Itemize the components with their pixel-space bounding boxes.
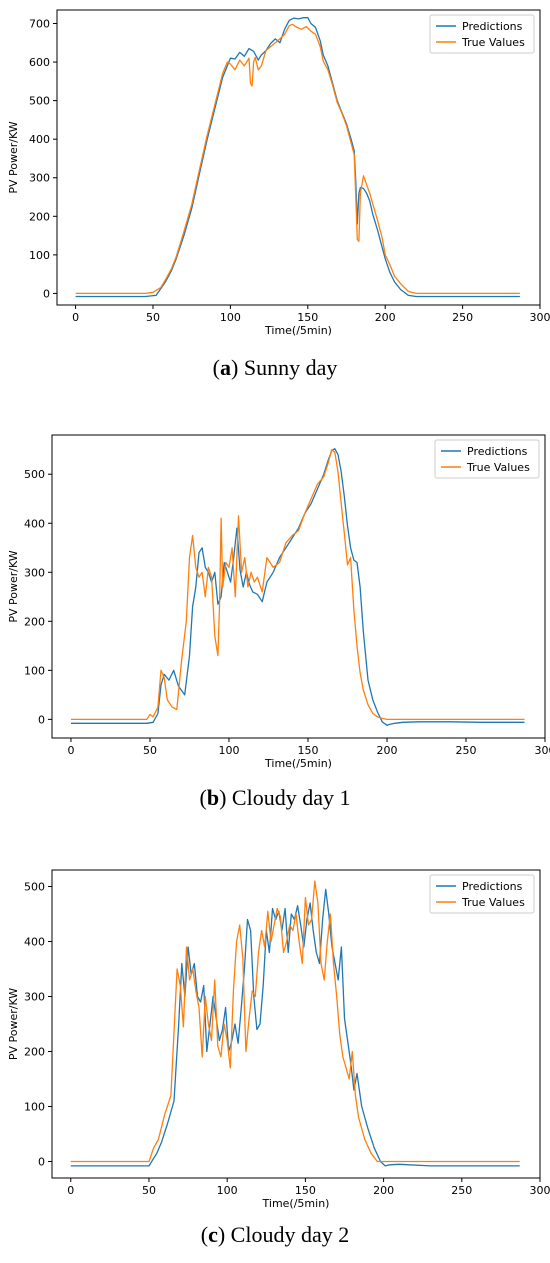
x-axis-label: Time(/5min) — [262, 1197, 330, 1210]
legend-label: Predictions — [467, 445, 528, 458]
caption-text: Sunny day — [243, 355, 338, 380]
caption-b: (b) Cloudy day 1 — [199, 785, 351, 810]
plot-frame — [51, 434, 546, 739]
line-chart-sunny: 0 50 100 150 200 250 300 0 100 200 300 400 500 600 700… — [7, 9, 550, 337]
y-tick-label: 300 — [29, 172, 50, 185]
y-tick-label: 400 — [24, 517, 45, 530]
series-line-true-values — [71, 449, 525, 721]
y-tick-label: 100 — [29, 249, 50, 262]
x-tick-label: 100 — [218, 744, 239, 757]
plot-frame — [51, 869, 541, 1179]
line-chart-cloudy-1: 0 50 100 150 200 250 300 0 100 200 300 400 500 Time(/… — [7, 434, 550, 770]
y-tick-label: 300 — [24, 566, 45, 579]
y-tick-label: 0 — [38, 1156, 45, 1169]
x-tick-label: 100 — [217, 1184, 238, 1197]
y-tick-label: 200 — [24, 615, 45, 628]
x-tick-label: 50 — [143, 744, 157, 757]
x-tick-label: 200 — [373, 1184, 394, 1197]
legend-box — [429, 14, 535, 54]
line-chart-cloudy-2: 0 50 100 150 200 250 300 0 100 200 300 400 500 Time(/… — [7, 869, 550, 1210]
plot-frame — [56, 9, 541, 306]
caption-letter: a — [220, 355, 231, 380]
y-tick-label: 500 — [29, 95, 50, 108]
y-tick-label: 0 — [38, 713, 45, 726]
y-tick-label: 500 — [24, 468, 45, 481]
y-tick-label: 0 — [43, 287, 50, 300]
series-line-predictions — [70, 888, 520, 1167]
legend-box — [434, 439, 540, 479]
chart-panel-c: 0 50 100 150 200 250 300 0 100 200 300 400 500 Time(/… — [0, 860, 550, 1263]
x-tick-label: 250 — [452, 311, 473, 324]
legend-label: Predictions — [462, 880, 523, 893]
legend-label: True Values — [461, 36, 525, 49]
caption-c: (c) Cloudy day 2 — [200, 1222, 350, 1247]
y-tick-label: 400 — [29, 133, 50, 146]
x-tick-label: 300 — [530, 1184, 550, 1197]
y-axis-label: PV Power/KW — [7, 988, 20, 1060]
caption-a: (a) Sunny day — [212, 355, 338, 380]
y-tick-label: 100 — [24, 1101, 45, 1114]
legend-label: True Values — [466, 461, 530, 474]
y-tick-label: 400 — [24, 936, 45, 949]
y-tick-label: 700 — [29, 17, 50, 30]
x-tick-label: 300 — [530, 311, 550, 324]
x-tick-label: 100 — [220, 311, 241, 324]
caption-letter: c — [208, 1222, 218, 1247]
legend-label: Predictions — [462, 20, 523, 33]
x-tick-label: 300 — [535, 744, 550, 757]
x-tick-label: 200 — [376, 744, 397, 757]
series-line-true-values — [75, 23, 520, 295]
caption-letter: b — [206, 785, 220, 810]
y-tick-label: 300 — [24, 991, 45, 1004]
series-line-predictions — [75, 17, 520, 298]
y-tick-label: 100 — [24, 664, 45, 677]
series-line-predictions — [71, 448, 525, 726]
caption-text: Cloudy day 1 — [231, 785, 351, 810]
y-tick-label: 500 — [24, 881, 45, 894]
x-tick-label: 250 — [451, 1184, 472, 1197]
chart-panel-b: 0 50 100 150 200 250 300 0 100 200 300 400 500 Time(/… — [0, 425, 550, 825]
x-tick-label: 50 — [142, 1184, 156, 1197]
x-tick-label: 0 — [72, 311, 79, 324]
x-tick-label: 200 — [375, 311, 396, 324]
x-tick-label: 150 — [297, 311, 318, 324]
x-axis-label: Time(/5min) — [264, 324, 332, 337]
chart-panel-a: 0 50 100 150 200 250 300 0 100 200 300 400 500 600 700… — [0, 0, 550, 400]
x-tick-label: 250 — [455, 744, 476, 757]
y-axis-label: PV Power/KW — [7, 550, 20, 622]
legend-box — [429, 874, 535, 914]
x-tick-label: 0 — [67, 744, 74, 757]
series-line-true-values — [70, 880, 520, 1163]
x-axis-label: Time(/5min) — [264, 757, 332, 770]
x-tick-label: 0 — [67, 1184, 74, 1197]
caption-text: Cloudy day 2 — [230, 1222, 350, 1247]
x-tick-label: 150 — [297, 744, 318, 757]
y-tick-label: 200 — [29, 210, 50, 223]
y-tick-label: 200 — [24, 1046, 45, 1059]
x-tick-label: 150 — [295, 1184, 316, 1197]
y-tick-label: 600 — [29, 56, 50, 69]
y-axis-label: PV Power/KW — [7, 121, 20, 193]
legend-label: True Values — [461, 896, 525, 909]
x-tick-label: 50 — [146, 311, 160, 324]
